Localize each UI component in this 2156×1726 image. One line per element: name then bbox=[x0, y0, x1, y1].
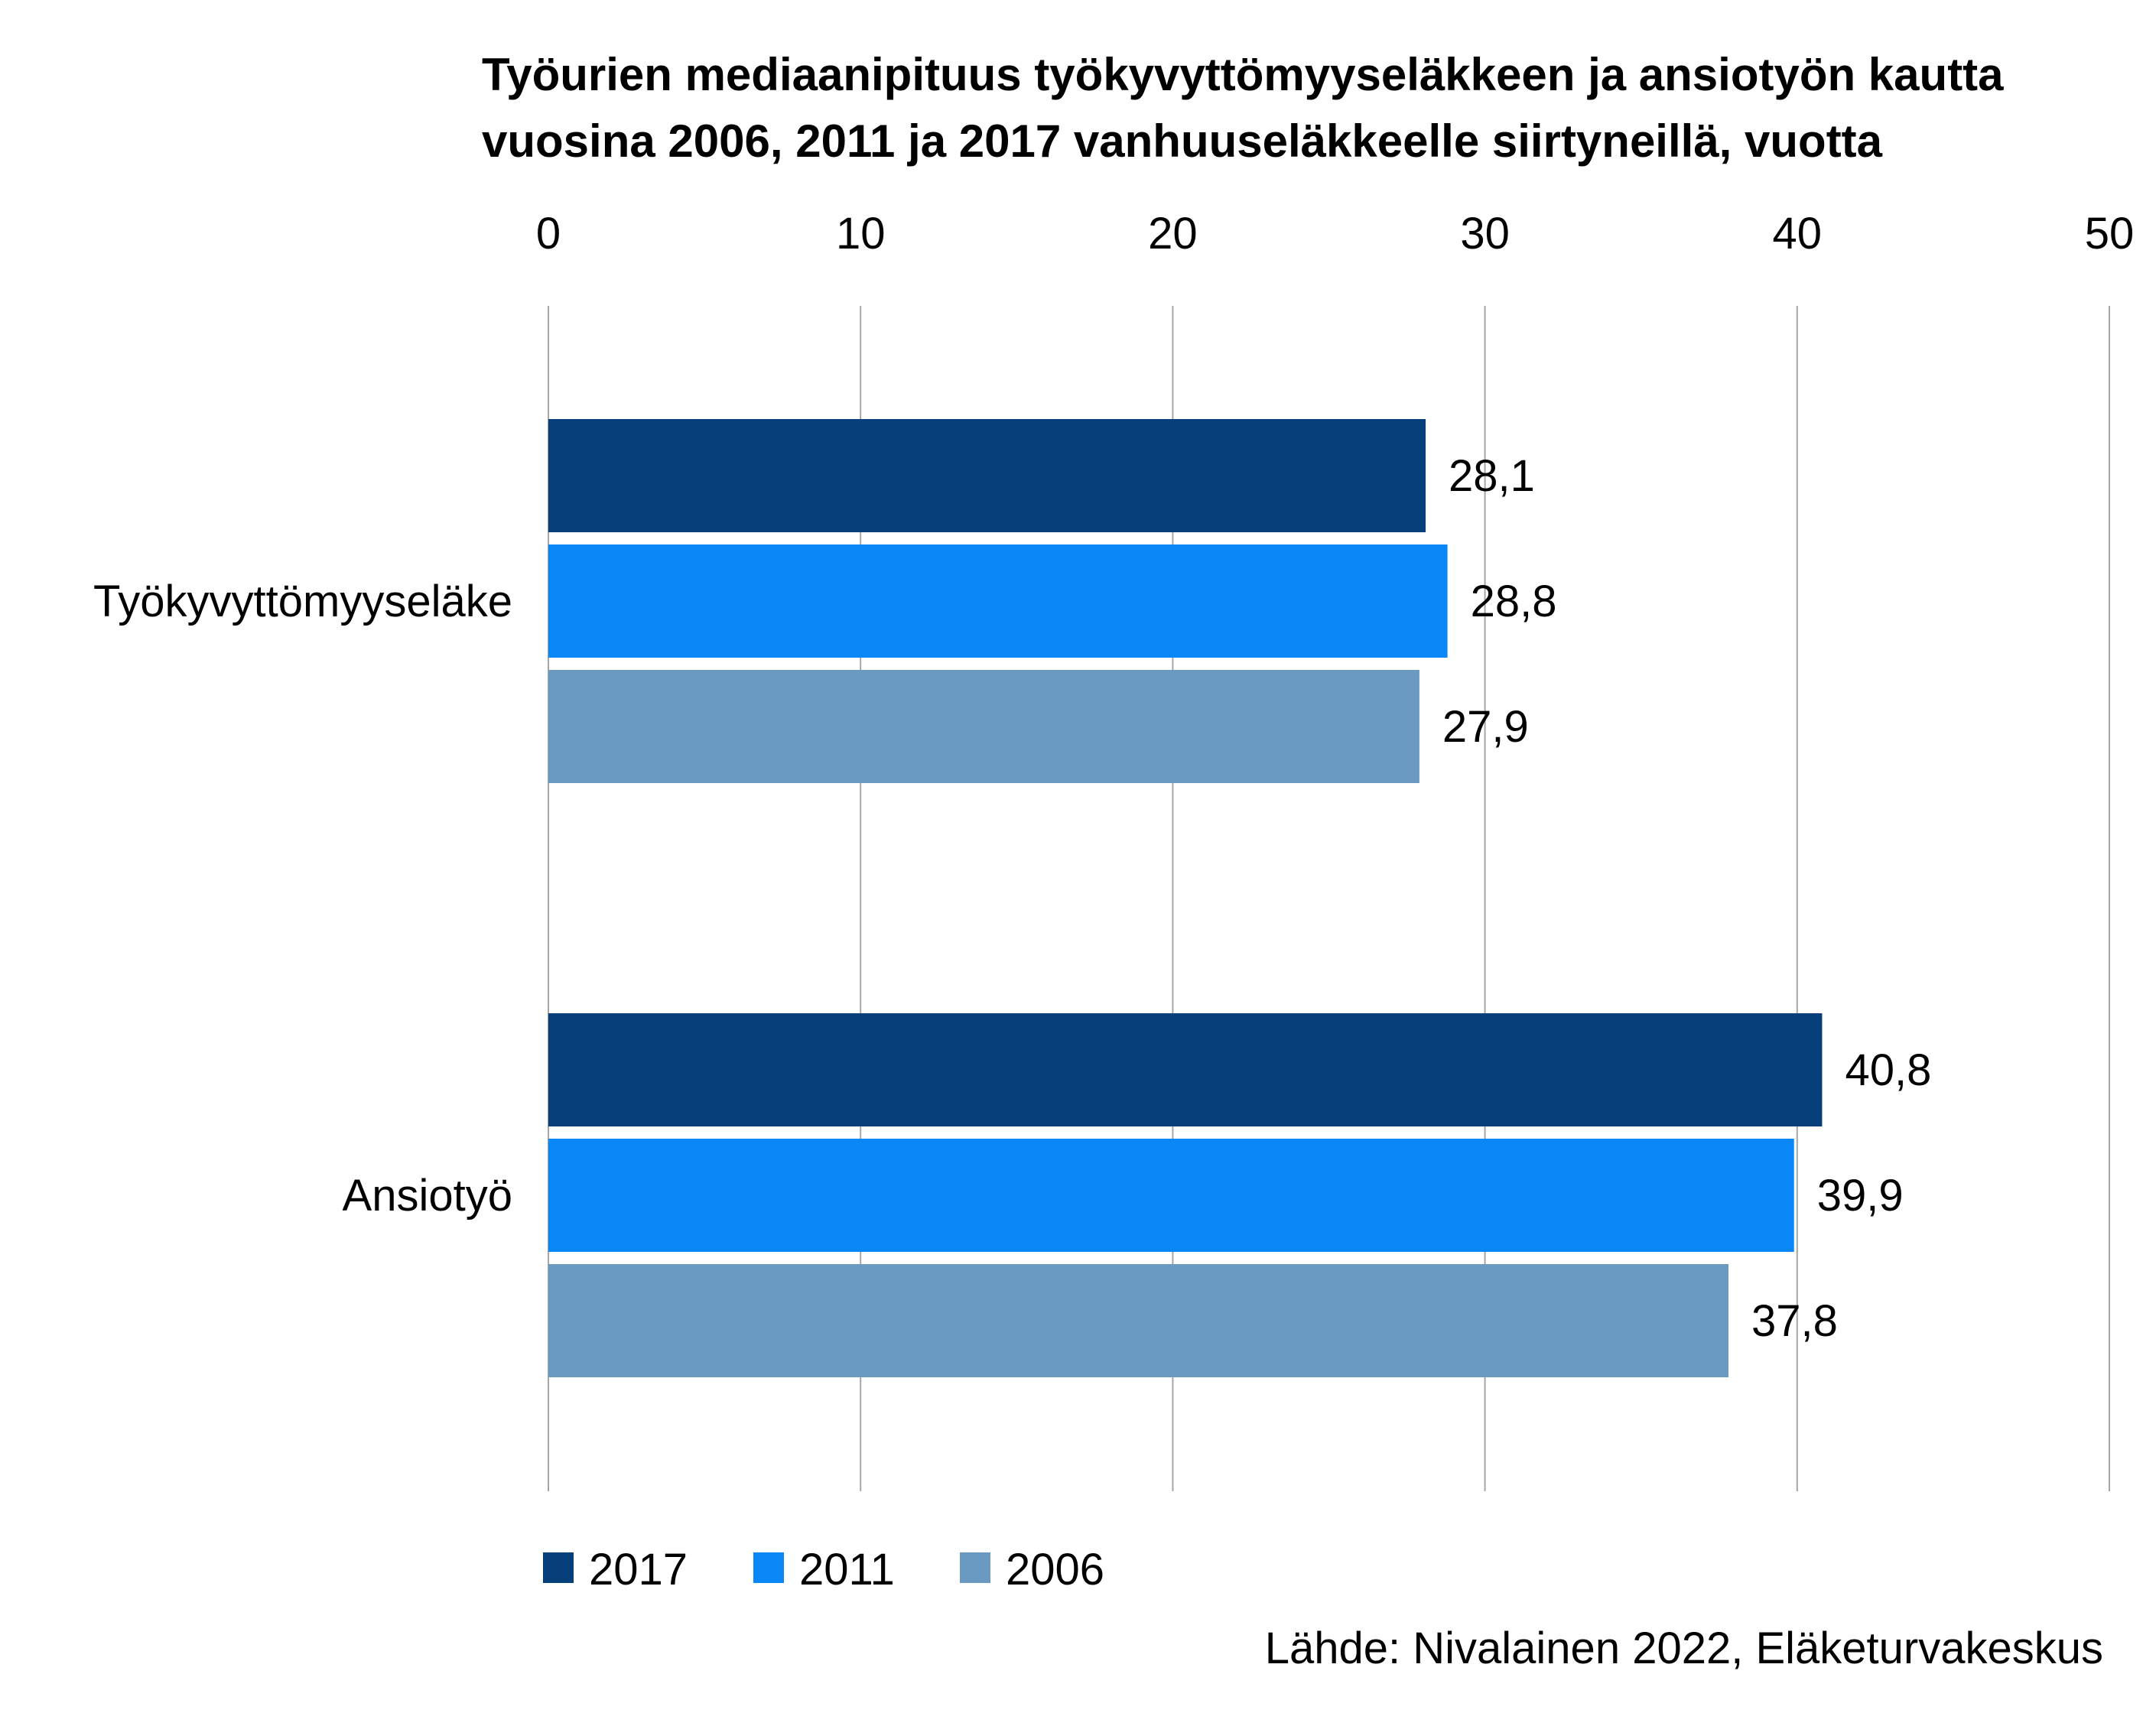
bars bbox=[548, 419, 1823, 1377]
bar bbox=[548, 419, 1426, 532]
data-label: 28,1 bbox=[1449, 451, 1535, 501]
data-label: 28,8 bbox=[1471, 577, 1557, 626]
data-label: 27,9 bbox=[1442, 702, 1529, 752]
chart-title-line-1: Työurien mediaanipituus työkyvyttömyysel… bbox=[482, 49, 2004, 100]
x-axis-ticks: 0 10 20 30 40 50 bbox=[536, 209, 2134, 258]
data-labels: 28,1 28,8 27,9 40,8 39,9 37,8 bbox=[1442, 451, 1931, 1346]
x-tick-label: 50 bbox=[2085, 209, 2135, 258]
category-label: Ansiotyö bbox=[343, 1171, 512, 1221]
bar bbox=[548, 1139, 1794, 1252]
data-label: 40,8 bbox=[1845, 1045, 1931, 1095]
chart-title-line-2: vuosina 2006, 2011 ja 2017 vanhuuseläkke… bbox=[482, 115, 1883, 167]
legend-label: 2017 bbox=[589, 1545, 688, 1594]
legend-label: 2011 bbox=[799, 1545, 895, 1594]
data-label: 39,9 bbox=[1817, 1171, 1904, 1221]
legend-swatch bbox=[960, 1552, 990, 1583]
bar bbox=[548, 544, 1448, 658]
bar bbox=[548, 670, 1419, 783]
legend-swatch bbox=[753, 1552, 784, 1583]
x-tick-label: 40 bbox=[1773, 209, 1823, 258]
x-tick-label: 30 bbox=[1460, 209, 1510, 258]
data-label: 37,8 bbox=[1751, 1296, 1838, 1346]
x-tick-label: 20 bbox=[1148, 209, 1198, 258]
x-tick-label: 10 bbox=[836, 209, 886, 258]
legend-label: 2006 bbox=[1006, 1545, 1104, 1594]
legend-swatch bbox=[543, 1552, 574, 1583]
category-labels: Työkyvyttömyyseläke Ansiotyö bbox=[93, 577, 512, 1221]
x-tick-label: 0 bbox=[536, 209, 561, 258]
legend: 2017 2011 2006 bbox=[543, 1545, 1104, 1594]
source-note: Lähde: Nivalainen 2022, Eläketurvakeskus bbox=[1265, 1624, 2103, 1673]
bar bbox=[548, 1013, 1823, 1126]
category-label: Työkyvyttömyyseläke bbox=[93, 577, 512, 626]
bar bbox=[548, 1264, 1728, 1377]
